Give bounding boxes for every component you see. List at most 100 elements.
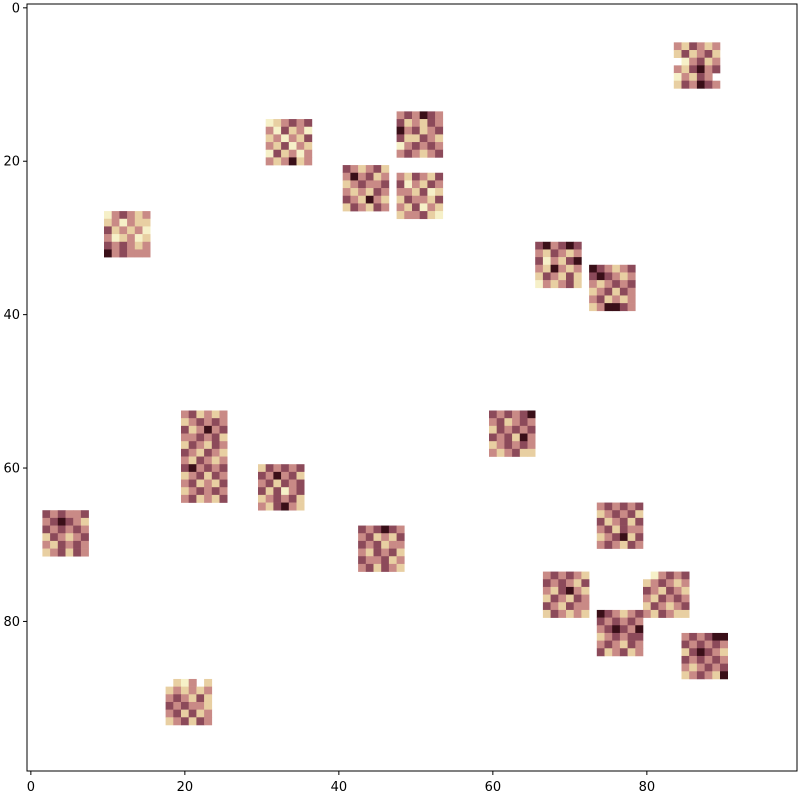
heatmap-cell: [704, 648, 713, 657]
heatmap-cell: [427, 195, 436, 204]
heatmap-cell: [673, 80, 682, 89]
heatmap-cell: [673, 571, 682, 580]
heatmap-cell: [404, 180, 413, 189]
x-axis: 0 20 40 60 80: [27, 771, 655, 795]
heatmap-cell: [658, 609, 667, 618]
heatmap-cell: [350, 180, 359, 189]
heatmap-cell: [535, 272, 544, 281]
heatmap-cell: [373, 165, 382, 174]
y-tick-label: 40: [3, 308, 20, 323]
heatmap-cell: [573, 609, 582, 618]
heatmap-cell: [204, 418, 213, 427]
heatmap-cell: [288, 494, 297, 503]
heatmap-cell: [704, 80, 713, 89]
heatmap-cell: [419, 188, 428, 197]
heatmap-cell: [165, 709, 174, 718]
heatmap-cell: [288, 479, 297, 488]
heatmap-cell: [558, 241, 567, 250]
heatmap-cell: [589, 264, 598, 273]
heatmap-cell: [489, 425, 497, 434]
heatmap-cell: [619, 525, 628, 534]
heatmap-cell: [612, 502, 621, 511]
heatmap-cell: [673, 579, 682, 588]
heatmap-cell: [666, 602, 675, 611]
heatmap-cell: [673, 42, 682, 51]
heatmap-cell: [681, 655, 690, 664]
heatmap-cell: [373, 563, 382, 572]
heatmap-cell: [396, 195, 405, 204]
heatmap-cell: [296, 157, 305, 166]
heatmap-cell: [627, 264, 636, 273]
heatmap-cell: [288, 126, 297, 135]
heatmap-cell: [404, 111, 413, 120]
heatmap-cell: [427, 203, 436, 212]
heatmap-cell: [388, 525, 397, 534]
heatmap-cell: [681, 671, 690, 680]
heatmap-cell: [50, 517, 59, 526]
heatmap-cell: [612, 287, 621, 296]
heatmap-patch: [258, 464, 305, 511]
heatmap-cell: [573, 579, 582, 588]
heatmap-cell: [696, 655, 705, 664]
heatmap-cell: [496, 410, 505, 419]
heatmap-cell: [496, 441, 505, 450]
heatmap-cell: [681, 586, 690, 595]
heatmap-cell: [689, 73, 698, 81]
heatmap-cell: [650, 571, 659, 580]
heatmap-cell: [365, 195, 374, 204]
heatmap-cell: [542, 579, 551, 588]
heatmap-cell: [273, 134, 282, 143]
heatmap-cell: [296, 487, 305, 496]
heatmap-cell: [181, 494, 189, 503]
heatmap-cell: [296, 471, 305, 480]
heatmap-cell: [519, 418, 528, 427]
heatmap-cell: [435, 172, 444, 181]
heatmap-cell: [142, 211, 151, 220]
heatmap-cell: [681, 632, 690, 641]
heatmap-cell: [566, 280, 574, 289]
heatmap-cell: [412, 149, 420, 158]
heatmap-cell: [589, 280, 598, 289]
heatmap-cell: [566, 586, 574, 595]
heatmap-cell: [204, 433, 213, 442]
heatmap-patch: [535, 241, 582, 289]
heatmap-cell: [196, 694, 205, 703]
heatmap-cell: [681, 663, 690, 672]
heatmap-cell: [619, 533, 628, 542]
heatmap-cell: [704, 663, 713, 672]
heatmap-cell: [142, 234, 151, 243]
heatmap-cell: [612, 609, 621, 618]
heatmap-cell: [619, 540, 628, 549]
heatmap-patch: [42, 510, 89, 557]
heatmap-cell: [712, 50, 721, 58]
heatmap-cell: [627, 540, 636, 549]
heatmap-cell: [296, 142, 305, 151]
heatmap-cell: [612, 517, 621, 526]
heatmap-cell: [296, 134, 305, 143]
heatmap-cell: [65, 510, 74, 519]
heatmap-cell: [627, 609, 636, 618]
heatmap-cell: [619, 287, 628, 296]
heatmap-cell: [673, 65, 682, 74]
heatmap-cell: [211, 418, 220, 427]
heatmap-cell: [596, 280, 605, 289]
heatmap-cell: [204, 709, 213, 718]
heatmap-cell: [619, 502, 628, 511]
heatmap-cell: [73, 525, 82, 534]
heatmap-cell: [596, 648, 605, 657]
heatmap-cell: [658, 602, 667, 611]
heatmap-cell: [304, 119, 313, 128]
heatmap-cell: [119, 234, 128, 243]
heatmap-cell: [619, 510, 628, 519]
heatmap-cell: [104, 218, 112, 227]
heatmap-cell: [696, 80, 705, 89]
heatmap-cell: [273, 471, 282, 480]
heatmap-cell: [558, 280, 567, 289]
heatmap-cell: [196, 456, 205, 465]
heatmap-cell: [581, 602, 590, 611]
heatmap-cell: [589, 303, 598, 312]
heatmap-cell: [365, 180, 374, 189]
heatmap-cell: [365, 165, 374, 174]
heatmap-cell: [573, 586, 582, 595]
